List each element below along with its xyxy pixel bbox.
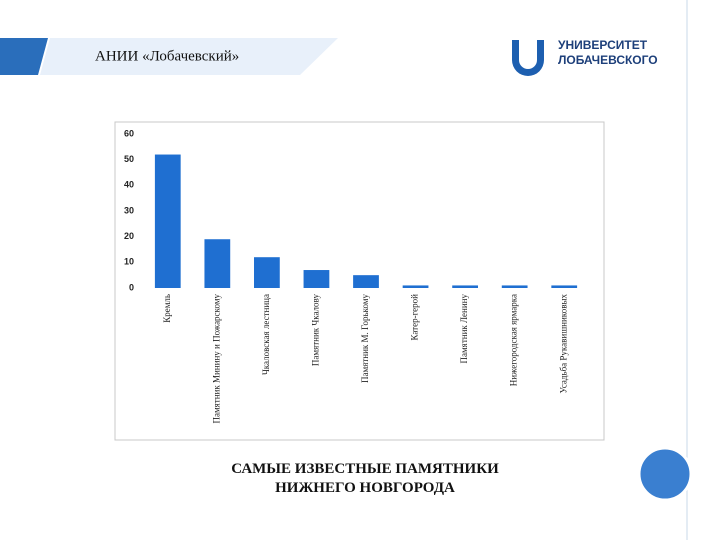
chart-frame <box>114 121 605 441</box>
logo-text: УНИВЕРСИТЕТ <box>558 38 648 52</box>
header-title: АНИИ «Лобачевский» <box>95 48 239 64</box>
y-tick-label: 0 <box>129 282 134 292</box>
y-tick-label: 10 <box>124 257 134 267</box>
y-tick-label: 60 <box>124 128 134 138</box>
bar <box>303 270 330 288</box>
x-tick-label: Памятник М. Горькому <box>360 294 370 383</box>
y-tick-label: 40 <box>124 180 134 190</box>
deco-circle <box>637 446 693 502</box>
header-band-light <box>40 38 338 75</box>
x-tick-label: Чкаловская лестница <box>261 294 271 375</box>
logo-text: ЛОБАЧЕВСКОГО <box>558 53 658 67</box>
bar <box>254 257 280 288</box>
bar <box>501 285 528 288</box>
header-band <box>0 38 48 75</box>
logo-mark <box>512 40 544 76</box>
x-tick-label: Усадьба Рукавишниковых <box>558 294 568 394</box>
bar <box>452 285 478 288</box>
y-tick-label: 30 <box>124 205 134 215</box>
x-tick-label: Памятник Минину и Пожарскому <box>211 294 221 424</box>
bar <box>551 285 578 288</box>
x-tick-label: Кремль <box>162 294 172 323</box>
x-tick-label: Катер-герой <box>410 294 420 341</box>
chart-title: САМЫЕ ИЗВЕСТНЫЕ ПАМЯТНИКИ НИЖНЕГО НОВГОР… <box>231 461 499 496</box>
y-tick-label: 50 <box>124 154 134 164</box>
bar <box>353 275 379 288</box>
x-tick-label: Памятник Ленину <box>459 294 469 364</box>
bar <box>204 239 231 288</box>
x-tick-label: Нижегородская ярмарка <box>509 294 519 386</box>
y-tick-label: 20 <box>124 231 134 241</box>
bar <box>402 285 429 288</box>
x-tick-label: Памятник Чкалову <box>311 294 321 367</box>
bar <box>154 154 181 288</box>
